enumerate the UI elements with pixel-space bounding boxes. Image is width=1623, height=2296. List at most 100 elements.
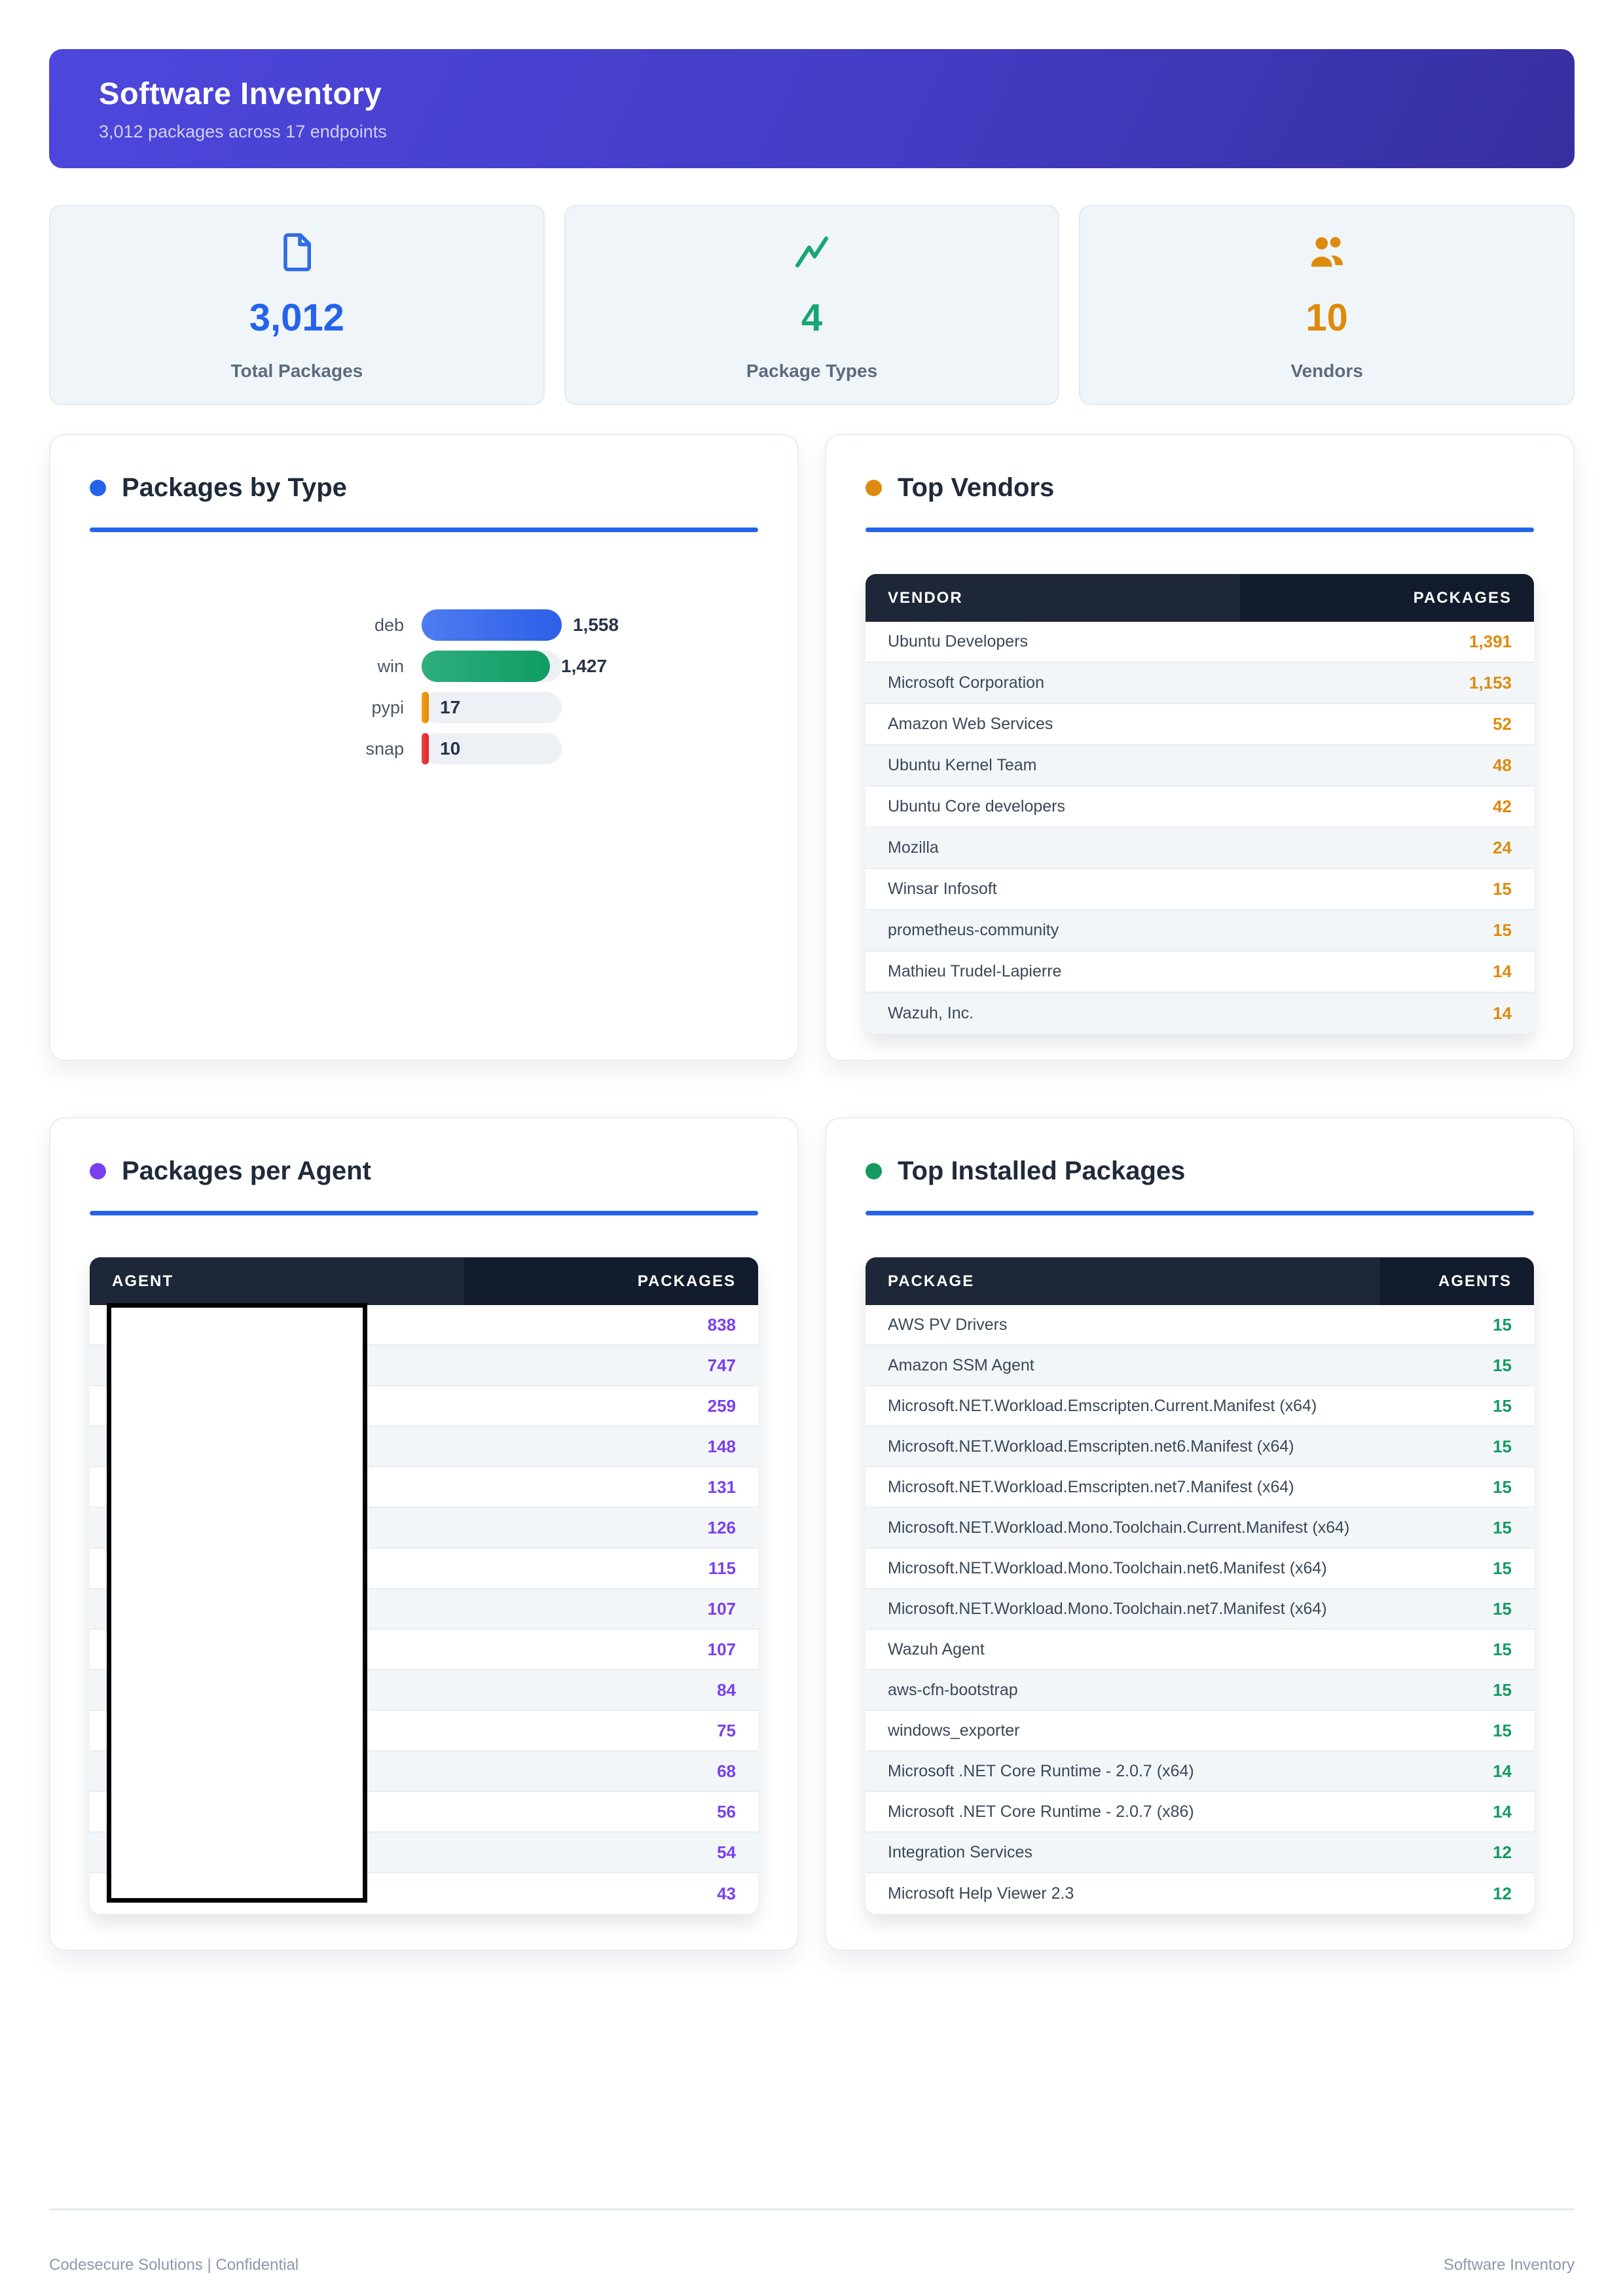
table-row: Ubuntu Kernel Team48 bbox=[866, 745, 1534, 787]
row-count-cell: 15 bbox=[1018, 1680, 1534, 1700]
chart-row-deb: deb1,558 bbox=[90, 609, 758, 641]
row-count-cell: 14 bbox=[1061, 961, 1534, 982]
top-vendors-table: VENDOR PACKAGES Ubuntu Developers1,391Mi… bbox=[866, 574, 1534, 1034]
row-count-cell: 15 bbox=[1059, 920, 1534, 941]
row-name-cell: Microsoft Corporation bbox=[866, 673, 1044, 692]
row-count-cell: 15 bbox=[997, 879, 1534, 899]
report-header: Software Inventory 3,012 packages across… bbox=[49, 49, 1575, 168]
row-count-cell: 14 bbox=[1194, 1761, 1534, 1782]
row-name-cell: aws-cfn-bootstrap bbox=[866, 1681, 1018, 1700]
section-divider bbox=[866, 528, 1534, 532]
section-title: Packages by Type bbox=[122, 473, 347, 503]
row-name-cell: Microsoft.NET.Workload.Emscripten.net6.M… bbox=[866, 1437, 1294, 1456]
stat-card-total-packages: 3,012 Total Packages bbox=[49, 205, 545, 405]
table-row: Microsoft.NET.Workload.Mono.Toolchain.ne… bbox=[866, 1589, 1534, 1630]
stat-value: 3,012 bbox=[249, 296, 344, 340]
row-count-cell: 52 bbox=[1053, 714, 1534, 734]
report-page: Software Inventory 3,012 packages across… bbox=[0, 0, 1623, 2296]
row-count-cell: 15 bbox=[1349, 1518, 1534, 1538]
people-icon bbox=[1305, 229, 1349, 275]
stat-value: 4 bbox=[801, 296, 822, 340]
section-divider bbox=[866, 1211, 1534, 1215]
stat-label: Total Packages bbox=[230, 361, 363, 382]
table-row: Microsoft.NET.Workload.Emscripten.net6.M… bbox=[866, 1427, 1534, 1467]
row-count-cell: 48 bbox=[1036, 755, 1534, 776]
row-name-cell: windows_exporter bbox=[866, 1721, 1020, 1740]
packages-by-type-chart: deb1,558 win1,427 pypi 17 snap10 bbox=[90, 609, 758, 764]
row-count-cell: 15 bbox=[985, 1640, 1534, 1660]
chart-bar-zone: 1,427 bbox=[422, 651, 758, 682]
table-row: Winsar Infosoft15 bbox=[866, 869, 1534, 910]
chart-bar-win bbox=[422, 651, 550, 682]
section-title: Top Vendors bbox=[898, 473, 1054, 503]
chart-row-snap: snap10 bbox=[90, 733, 758, 764]
table-row: AWS PV Drivers15 bbox=[866, 1305, 1534, 1346]
row-name-cell: Microsoft.NET.Workload.Mono.Toolchain.Cu… bbox=[866, 1518, 1349, 1537]
row-name-cell: Microsoft.NET.Workload.Emscripten.Curren… bbox=[866, 1397, 1317, 1416]
row-name-cell: Mozilla bbox=[866, 838, 939, 857]
stat-cards: 3,012 Total Packages 4 Package Types bbox=[49, 205, 1575, 405]
column-header: PACKAGE bbox=[866, 1257, 1380, 1305]
table-header: AGENT PACKAGES bbox=[90, 1257, 758, 1305]
table-row: Wazuh, Inc.14 bbox=[866, 993, 1534, 1034]
row-count-cell: 12 bbox=[1032, 1842, 1534, 1863]
orange-dot-icon bbox=[866, 480, 882, 496]
column-header: VENDOR bbox=[866, 574, 1240, 622]
stat-card-vendors: 10 Vendors bbox=[1079, 205, 1575, 405]
trending-up-icon bbox=[790, 229, 833, 275]
row-name-cell: Microsoft.NET.Workload.Mono.Toolchain.ne… bbox=[866, 1559, 1327, 1578]
chart-row-win: win1,427 bbox=[90, 651, 758, 682]
stat-card-package-types: 4 Package Types bbox=[564, 205, 1060, 405]
chart-value-label: 17 bbox=[440, 697, 460, 718]
purple-dot-icon bbox=[90, 1163, 106, 1179]
table-row: Integration Services12 bbox=[866, 1833, 1534, 1873]
stat-label: Package Types bbox=[746, 361, 877, 382]
row-count-cell: 14 bbox=[1194, 1802, 1534, 1822]
top-installed-packages-card: Top Installed Packages PACKAGE AGENTS AW… bbox=[825, 1117, 1575, 1951]
chart-bar-zone: 10 bbox=[422, 733, 758, 764]
row-name-cell: Microsoft.NET.Workload.Mono.Toolchain.ne… bbox=[866, 1600, 1327, 1619]
section-divider bbox=[90, 1211, 758, 1215]
table-row: Mozilla24 bbox=[866, 828, 1534, 869]
section-title: Top Installed Packages bbox=[898, 1157, 1185, 1186]
footer-left-text: Codesecure Solutions | Confidential bbox=[49, 2256, 299, 2274]
row-name-cell: Amazon SSM Agent bbox=[866, 1356, 1034, 1375]
column-header: AGENT bbox=[90, 1257, 464, 1305]
top-installed-packages-table: PACKAGE AGENTS AWS PV Drivers15Amazon SS… bbox=[866, 1257, 1534, 1914]
chart-value-label: 10 bbox=[440, 738, 460, 759]
chart-bar-pypi bbox=[422, 692, 429, 723]
table-row: Mathieu Trudel-Lapierre14 bbox=[866, 952, 1534, 993]
chart-category-label: pypi bbox=[90, 698, 404, 718]
row-name-cell: Ubuntu Developers bbox=[866, 632, 1028, 651]
section-divider bbox=[90, 528, 758, 532]
section-title: Packages per Agent bbox=[122, 1157, 371, 1186]
column-header: PACKAGES bbox=[1240, 574, 1534, 622]
table-row: Microsoft Corporation1,153 bbox=[866, 663, 1534, 704]
row-count-cell: 15 bbox=[1317, 1396, 1534, 1416]
table-header: VENDOR PACKAGES bbox=[866, 574, 1534, 622]
chart-bar-zone: 17 bbox=[422, 692, 758, 723]
row-count-cell: 15 bbox=[1020, 1721, 1535, 1741]
chart-category-label: deb bbox=[90, 615, 404, 636]
table-row: windows_exporter15 bbox=[866, 1711, 1534, 1751]
row-name-cell: Ubuntu Core developers bbox=[866, 797, 1065, 816]
row-count-cell: 15 bbox=[1034, 1355, 1534, 1376]
redaction-box bbox=[107, 1303, 367, 1903]
table-row: Microsoft .NET Core Runtime - 2.0.7 (x86… bbox=[866, 1792, 1534, 1833]
table-row: Microsoft.NET.Workload.Emscripten.net7.M… bbox=[866, 1467, 1534, 1508]
blue-dot-icon bbox=[90, 480, 106, 496]
table-row: Microsoft.NET.Workload.Mono.Toolchain.ne… bbox=[866, 1549, 1534, 1589]
row-name-cell: Amazon Web Services bbox=[866, 715, 1053, 734]
row-count-cell: 24 bbox=[939, 838, 1534, 858]
chart-bar-snap bbox=[422, 733, 429, 764]
row-name-cell: AWS PV Drivers bbox=[866, 1316, 1007, 1335]
table-row: Microsoft Help Viewer 2.312 bbox=[866, 1873, 1534, 1914]
table-row: aws-cfn-bootstrap15 bbox=[866, 1670, 1534, 1711]
stat-value: 10 bbox=[1305, 296, 1348, 340]
chart-row-pypi: pypi 17 bbox=[90, 692, 758, 723]
row-count-cell: 15 bbox=[1327, 1558, 1534, 1579]
row-name-cell: Ubuntu Kernel Team bbox=[866, 756, 1036, 775]
table-row: Microsoft.NET.Workload.Mono.Toolchain.Cu… bbox=[866, 1508, 1534, 1549]
row-name-cell: Microsoft .NET Core Runtime - 2.0.7 (x86… bbox=[866, 1803, 1194, 1821]
chart-bar-deb bbox=[422, 609, 562, 641]
